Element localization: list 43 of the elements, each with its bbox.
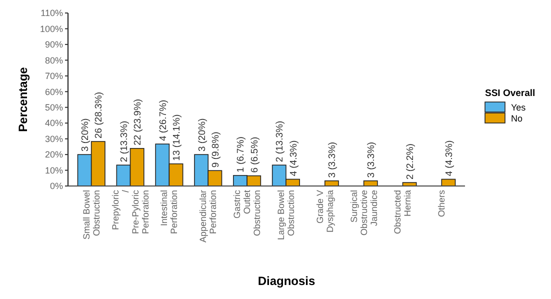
y-tick-label: 50% — [44, 102, 63, 113]
x-tick-label: Large Bowel Obstruction — [276, 190, 296, 240]
data-label: 3 (3.3%) — [327, 142, 338, 178]
data-label: 3 (3.3%) — [366, 142, 378, 178]
data-label: 4 (26.7%) — [158, 100, 169, 142]
data-label: 4 (4.3%) — [288, 140, 300, 176]
data-label: 9 (9.8%) — [210, 132, 222, 168]
y-tick-label: 110% — [40, 8, 63, 18]
x-tick-label: Obstructed Hernia — [392, 190, 413, 234]
legend-title: SSI Overall — [485, 88, 536, 99]
x-tick-label: Appendicular Perforation — [198, 190, 218, 243]
data-label: 3 (20%) — [80, 118, 92, 152]
x-tick-label: Grade V Dysphagia — [314, 190, 335, 233]
data-label: 4 (4.3%) — [444, 140, 455, 176]
y-tick-label: 10% — [44, 165, 63, 176]
data-label: 13 (14.1%) — [172, 114, 183, 161]
y-axis-title: Percentage — [16, 66, 30, 132]
x-tick-label: Intestinal Perforation — [159, 190, 180, 234]
y-tick-label: 70% — [44, 71, 63, 82]
x-tick-label: Gastric Outlet Obstruction — [232, 190, 262, 236]
x-tick-label: Prepyloric / Pre-Pyloric Perforation — [110, 190, 150, 234]
x-tick-label: Surgical Obstructive Jaundice — [348, 190, 379, 236]
data-label: 2 (2.2%) — [405, 144, 416, 180]
legend-label: No — [511, 114, 523, 124]
data-label: 1 (6.7%) — [236, 136, 247, 172]
y-tick-label: 90% — [44, 40, 63, 50]
y-tick-label: 40% — [44, 118, 63, 128]
x-tick-label: Others — [436, 190, 447, 218]
data-label: 26 (28.3%) — [94, 92, 105, 138]
legend-label: Yes — [511, 102, 526, 112]
x-axis-title: Diagnosis — [258, 274, 316, 288]
y-tick-label: 20% — [44, 150, 63, 160]
y-tick-label: 0% — [50, 181, 63, 192]
data-label: 6 (6.5%) — [249, 136, 260, 173]
data-label: 2 (13.3%) — [118, 120, 130, 162]
x-tick-label: Small Bowel Obstruction — [81, 190, 102, 240]
data-label: 2 (13.3%) — [274, 120, 286, 162]
y-tick-label: 60% — [44, 86, 63, 97]
data-label: 3 (20%) — [196, 118, 208, 152]
y-tick-label: 30% — [44, 134, 63, 144]
y-tick-label: 100% — [40, 24, 63, 34]
data-label: 22 (23.9%) — [132, 98, 144, 146]
y-tick-label: 80% — [44, 55, 63, 66]
